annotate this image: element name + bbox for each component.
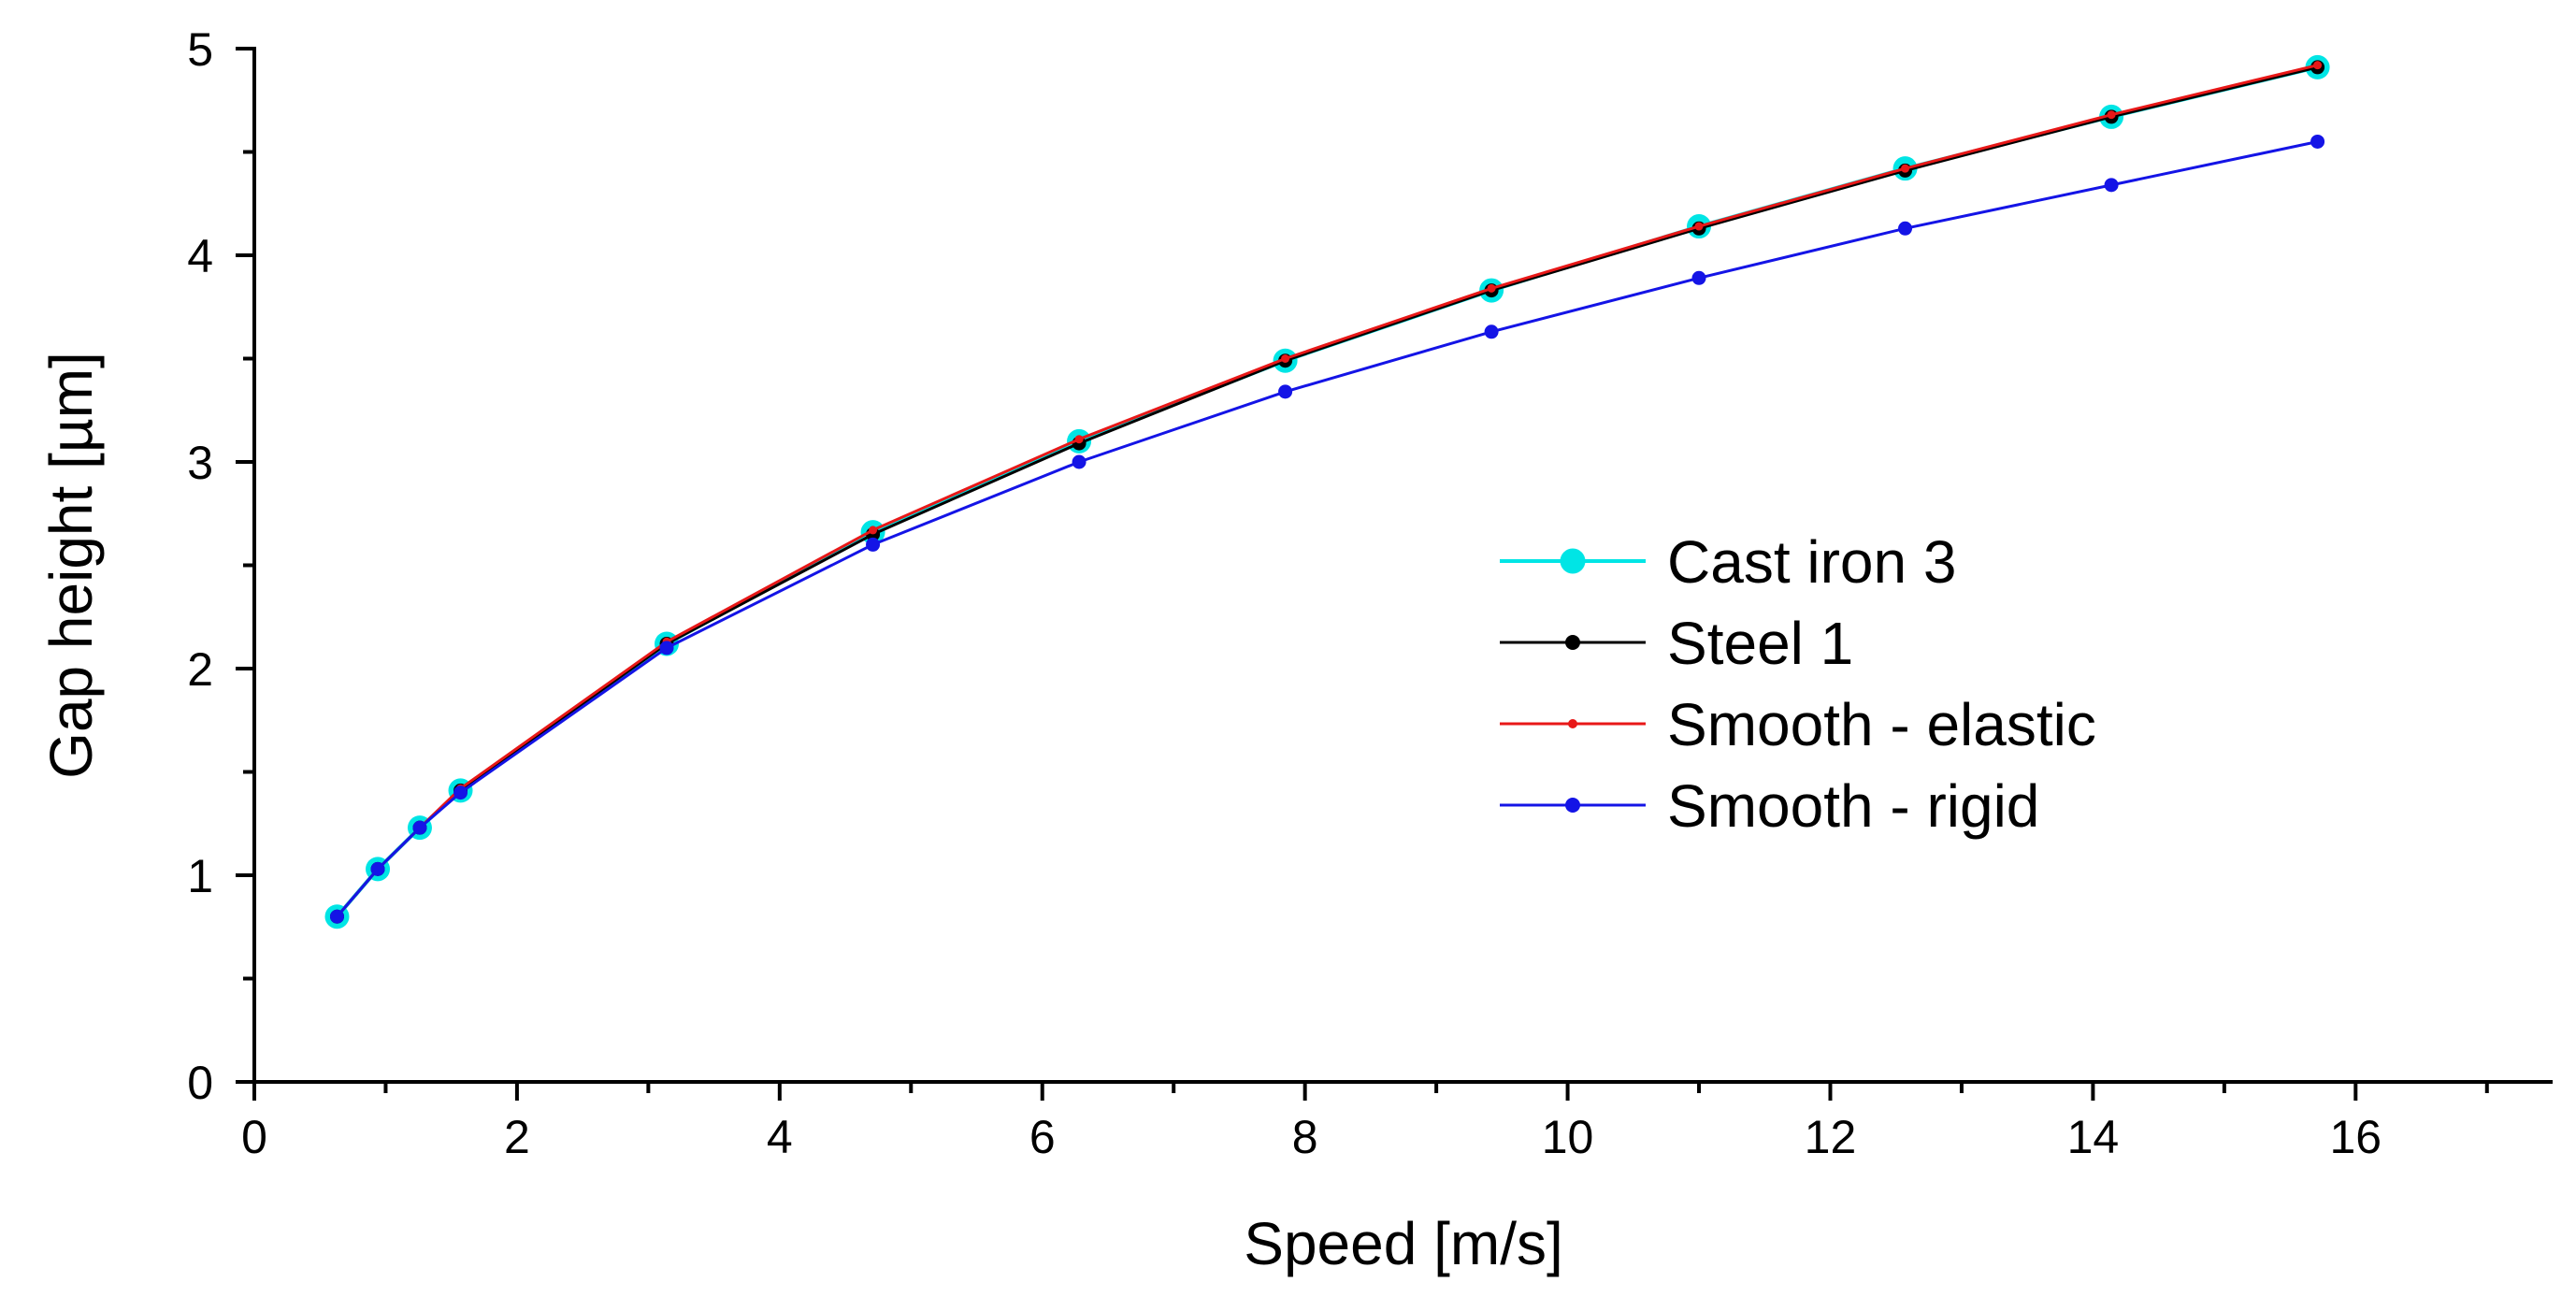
legend-item: Smooth - elastic [1500,691,2096,758]
y-tick-label: 0 [187,1057,213,1109]
data-point [1484,324,1499,339]
data-point [453,785,468,800]
data-point [659,641,674,656]
y-tick-label: 2 [187,643,213,696]
x-tick-label: 0 [241,1111,267,1163]
x-tick-label: 8 [1292,1111,1318,1163]
legend: Cast iron 3 Steel 1 Smooth - elastic Smooth… [1500,528,2096,840]
x-tick-label: 12 [1805,1111,1857,1163]
y-tick-label: 4 [187,230,213,282]
x-tick-label: 14 [2067,1111,2120,1163]
data-point [1072,454,1087,469]
legend-label: Smooth - elastic [1667,691,2096,758]
x-tick-label: 4 [767,1111,793,1163]
data-point [1898,221,1913,236]
data-point [370,861,385,876]
legend-marker [1560,548,1586,574]
data-point [412,820,427,835]
data-point [2310,134,2325,149]
legend-marker [1565,635,1580,650]
data-point [1278,384,1293,399]
y-tick-label: 1 [187,850,213,902]
series-smooth-rigid [329,134,2325,924]
legend-item: Smooth - rigid [1500,772,2039,840]
data-point [1487,283,1496,293]
legend-label: Cast iron 3 [1667,528,1956,596]
x-tick-label: 16 [2330,1111,2382,1163]
data-point [1691,270,1706,285]
y-tick-label: 5 [187,23,213,76]
x-tick-label: 6 [1029,1111,1056,1163]
x-axis-title: Speed [m/s] [1244,1210,1563,1277]
data-point [1281,354,1290,363]
legend-label: Smooth - rigid [1667,772,2039,840]
data-point [329,909,344,924]
data-point [1901,164,1910,173]
data-point [2104,178,2119,193]
data-point [869,526,878,535]
data-point [1694,222,1704,231]
legend-item: Steel 1 [1500,610,1853,677]
legend-marker [1568,719,1577,728]
data-point [1074,435,1084,444]
data-point [2107,110,2116,120]
data-point [866,537,881,552]
x-tick-label: 10 [1542,1111,1594,1163]
legend-marker [1565,798,1580,813]
x-tick-label: 2 [504,1111,530,1163]
y-tick-label: 3 [187,437,213,489]
y-axis-title: Gap height [µm] [37,352,105,779]
legend-item: Cast iron 3 [1500,528,1956,596]
plot-area [324,54,2330,929]
data-point [2313,61,2323,70]
legend-label: Steel 1 [1667,610,1853,677]
